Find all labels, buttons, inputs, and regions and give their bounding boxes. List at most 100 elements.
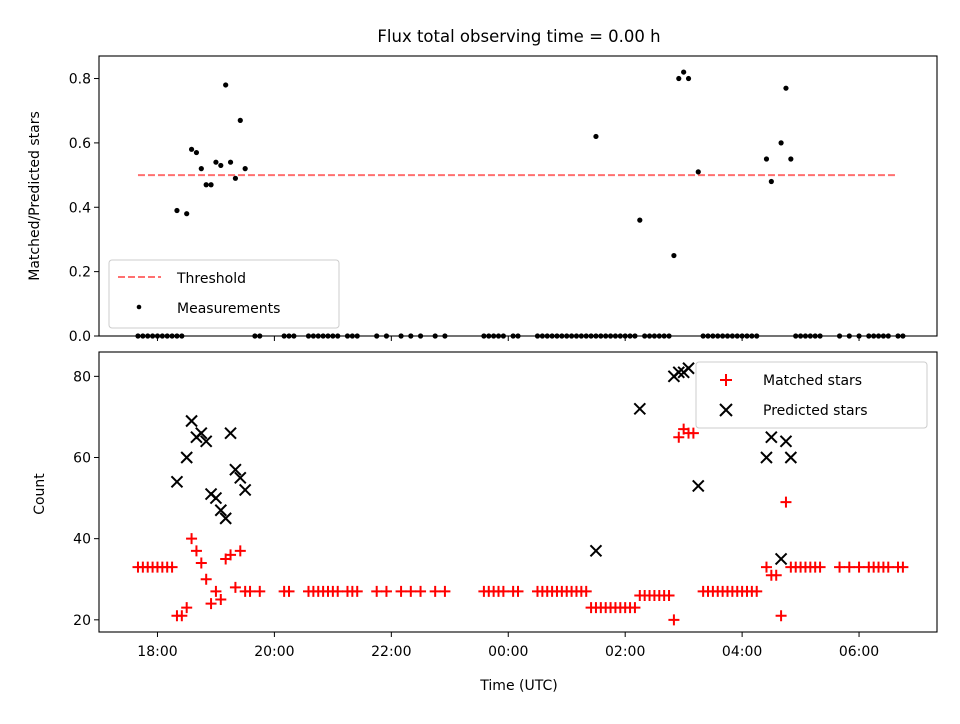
matched-star-point (814, 561, 826, 573)
measurement-point (213, 159, 219, 165)
predicted-star-point (784, 451, 798, 464)
measurements-legend-label: Measurements (177, 301, 280, 317)
measurement-point (788, 156, 794, 162)
bottom-y-tick-label: 40 (73, 532, 91, 548)
matched-star-point (254, 585, 266, 597)
matched-star-point (834, 561, 846, 573)
measurement-point (676, 75, 682, 82)
matched-star-point (205, 598, 217, 610)
predicted-star-point (219, 512, 232, 525)
matched-star-point (843, 561, 855, 573)
top-y-tick-label: 0.8 (69, 72, 91, 88)
top-y-tick-label: 0.4 (69, 200, 91, 216)
predicted-star-point (760, 451, 773, 464)
matched-star-point (371, 585, 383, 597)
top-y-axis-label: Matched/Predicted stars (27, 111, 43, 281)
predicted-star-point (682, 362, 695, 375)
bottom-x-tick-label: 02:00 (605, 644, 645, 660)
figure-title: Flux total observing time = 0.00 h (377, 27, 660, 46)
bottom-y-axis: 20 40 60 80 (73, 369, 99, 629)
measurement-point (193, 149, 200, 156)
matched-star-point (181, 602, 193, 614)
predicted-star-point (195, 426, 208, 440)
matched-star-point (195, 557, 207, 569)
matched-stars-legend-label: Matched stars (763, 373, 862, 389)
top-legend-box (108, 259, 340, 329)
bottom-x-tick-label: 20:00 (254, 644, 294, 660)
measurement-point (671, 252, 677, 259)
predicted-star-point (170, 475, 184, 489)
predicted-star-point (672, 366, 685, 379)
measurement-point (681, 69, 687, 75)
predicted-star-point (180, 451, 193, 464)
top-x-ticks (156, 336, 860, 341)
matched-star-point (283, 585, 295, 597)
matched-star-point (215, 594, 227, 606)
bottom-x-tick-label: 06:00 (839, 644, 879, 660)
matched-star-point (229, 581, 241, 593)
bottom-y-tick-label: 60 (73, 451, 91, 467)
bottom-x-axis: 18:00 20:00 22:00 00:00 02:00 04:00 06:00 (137, 632, 879, 660)
matched-star-point (580, 585, 592, 597)
matched-stars-legend-swatch (720, 374, 732, 386)
matched-star-point (190, 545, 202, 557)
bottom-x-tick-label: 18:00 (137, 644, 177, 660)
matched-star-point (663, 589, 675, 601)
matched-star-point (512, 585, 524, 597)
measurement-point (242, 166, 248, 172)
measurement-point (695, 169, 701, 175)
bottom-y-axis-label: Count (32, 473, 48, 515)
predicted-star-point (633, 402, 647, 416)
matched-star-point (760, 561, 772, 573)
predicted-stars-legend-swatch (719, 403, 733, 417)
predicted-star-point (214, 504, 228, 517)
matched-star-point (380, 585, 392, 597)
measurements-legend-swatch (136, 304, 142, 310)
predicted-star-point (209, 491, 223, 505)
matched-star-point (210, 585, 222, 597)
bottom-y-tick-label: 20 (73, 613, 91, 629)
bottom-panel: 20 40 60 80 18:00 20:00 22:00 00:00 02:00 04:00 0… (32, 351, 938, 694)
predicted-star-point (185, 414, 198, 428)
matched-star-point (882, 561, 894, 573)
predicted-star-point (224, 426, 237, 440)
matched-star-point (751, 585, 763, 597)
matched-star-point (673, 431, 685, 443)
matched-star-point (668, 614, 680, 626)
matched-star-point (497, 585, 509, 597)
matched-star-point (853, 561, 865, 573)
measurement-point (223, 82, 229, 88)
matched-star-point (200, 573, 212, 585)
matched-star-point (780, 496, 792, 508)
matched-star-point (415, 585, 427, 597)
measurement-point (198, 166, 204, 172)
threshold-legend-label: Threshold (176, 271, 246, 287)
top-panel: 0.00.20.40.60.8 Matched/Predicted stars … (27, 55, 938, 345)
predicted-star-point (238, 483, 252, 497)
bottom-legend-box (695, 361, 928, 429)
predicted-star-point (692, 479, 705, 493)
measurement-point (778, 140, 784, 146)
predicted-star-point (199, 435, 213, 448)
matched-star-point (770, 569, 782, 581)
matched-star-point (186, 533, 198, 545)
matched-star-point (629, 602, 641, 614)
matched-star-point (687, 427, 699, 439)
bottom-y-tick-label: 80 (73, 369, 91, 385)
top-y-tick-label: 0.6 (69, 136, 91, 152)
bottom-plot-area (132, 362, 909, 626)
measurement-point (227, 159, 234, 165)
predicted-star-point (589, 544, 603, 558)
measurement-point (783, 85, 789, 91)
top-y-tick-label: 0.0 (69, 329, 91, 345)
predicted-stars-legend-label: Predicted stars (763, 403, 868, 419)
matched-star-point (395, 585, 407, 597)
measurement-point (203, 182, 209, 188)
top-legend: Threshold Measurements (108, 259, 340, 329)
matched-star-point (332, 585, 344, 597)
top-y-axis: 0.0 0.2 0.4 0.6 0.8 (69, 72, 99, 345)
matched-star-point (897, 561, 909, 573)
measurement-point (188, 146, 195, 152)
